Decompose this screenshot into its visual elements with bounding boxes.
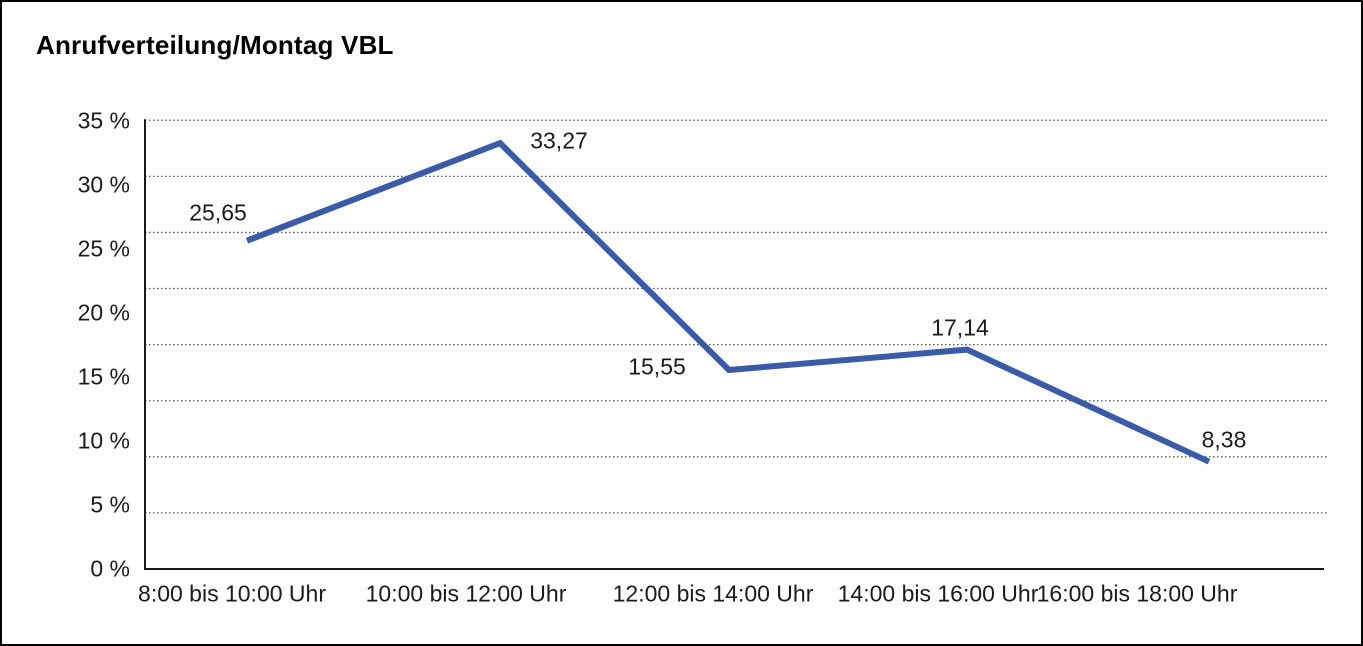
point-value-label: 17,14 <box>931 314 989 341</box>
y-tick-label: 30 % <box>77 171 130 198</box>
point-value-label: 25,65 <box>189 199 247 226</box>
y-tick-label: 5 % <box>90 491 130 518</box>
point-value-label: 15,55 <box>628 353 686 380</box>
point-value-label: 33,27 <box>530 127 588 154</box>
y-tick-label: 25 % <box>77 235 130 262</box>
y-tick-label: 0 % <box>90 555 130 582</box>
y-tick-label: 15 % <box>77 363 130 390</box>
data-line <box>245 139 1211 465</box>
y-tick-label: 10 % <box>77 427 130 454</box>
x-category-label: 12:00 bis 14:00 Uhr <box>612 580 814 607</box>
y-tick-label: 20 % <box>77 299 130 326</box>
x-category-label: 14:00 bis 16:00 Uhr <box>837 580 1039 607</box>
x-category-label: 10:00 bis 12:00 Uhr <box>365 580 567 607</box>
y-tick-label: 35 % <box>77 107 130 134</box>
chart-title: Anrufverteilung/Montag VBL <box>36 30 394 60</box>
x-category-label: 8:00 bis 10:00 Uhr <box>138 580 326 607</box>
point-value-label: 8,38 <box>1201 426 1247 453</box>
x-category-label: 16:00 bis 18:00 Uhr <box>1036 580 1238 607</box>
